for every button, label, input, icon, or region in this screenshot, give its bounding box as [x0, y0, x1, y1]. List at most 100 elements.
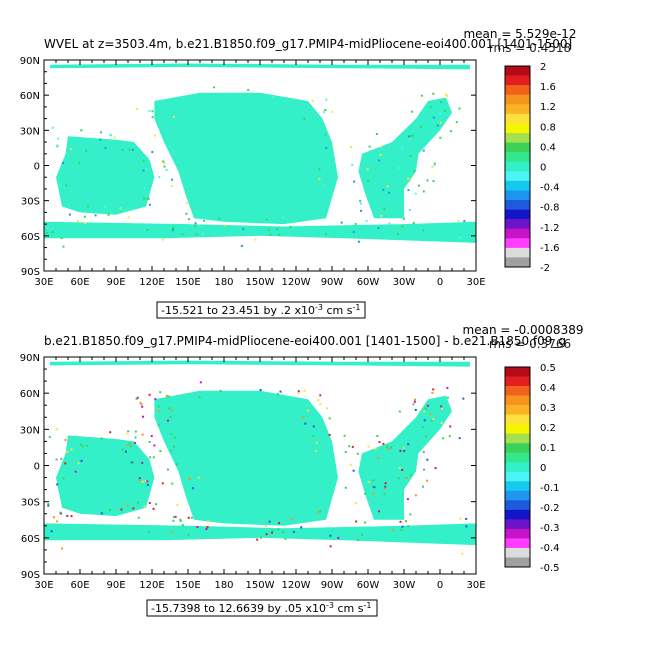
panel-2-field-cell — [328, 433, 331, 436]
panel-1-field-cell — [397, 167, 400, 169]
panel-1-field-cell — [151, 110, 154, 113]
panel-2-field-cell — [409, 474, 412, 477]
panel-1-field-cell — [368, 145, 371, 148]
panel-1-rms: rms = 0.4518 — [489, 41, 571, 55]
panel-2-field-cell — [383, 493, 386, 496]
panel-2-colorbar-label: -0.5 — [540, 563, 560, 574]
panel-2-colorbar-label: -0.4 — [540, 543, 560, 554]
panel-2-field-cell — [206, 526, 209, 528]
panel-1-ocean-basin — [56, 136, 155, 215]
panel-1-colorbar-swatch — [505, 219, 530, 230]
panel-2-colorbar-frame — [504, 366, 531, 568]
panel-1-lon-axis: 30E 60E 90E 120E 150E 180 150W 120W 90W 60W 30W 0 30… — [34, 60, 486, 288]
panel-2-field-cell — [138, 477, 141, 480]
panel-1-field-cell — [56, 144, 59, 147]
panel-2-field-cell — [159, 450, 162, 453]
panel-1-field-cell — [170, 185, 173, 187]
panel-2-field-cell — [440, 405, 443, 408]
panel-2-field-cell — [176, 503, 179, 506]
panel-2-field-cell — [152, 456, 155, 459]
panel-2-field-cell — [167, 395, 170, 398]
panel-1-field-cell — [340, 221, 343, 224]
panel-2-lat-label: 0 — [34, 462, 40, 473]
panel-1-field-cell — [198, 224, 201, 227]
panel-1-lon-label: 90W — [321, 277, 344, 288]
panel-2-field-cell — [315, 449, 318, 452]
panel-1-field-cell — [325, 233, 328, 236]
panel-2-field-cell — [146, 483, 149, 486]
panel-2-field-cell — [109, 431, 112, 434]
panel-1-colorbar-frame — [504, 65, 531, 268]
panel-2-colorbar-swatch — [505, 376, 530, 387]
panel-1-field-cell — [68, 213, 71, 216]
panel-1-field-cell — [185, 202, 188, 205]
panel-2-field-cell — [384, 482, 387, 485]
panel-2-range-text: -15.7398 to 12.6639 by .05 x10-3 cm s-1 — [151, 601, 371, 615]
panel-2-field-cell — [158, 410, 161, 413]
panel-1-field-cell — [439, 101, 442, 104]
panel-2-field-cell — [361, 533, 364, 536]
panel-1-field-cell — [388, 222, 391, 225]
panel-2-field-cell — [66, 450, 69, 453]
panel-2-field-cell — [465, 525, 468, 528]
panel-2-colorbar-swatch — [505, 452, 530, 463]
panel-1-field-cell — [80, 129, 83, 132]
panel-2-range-label: -15.7398 to 12.6639 by .05 x10-3 cm s-1 — [146, 599, 378, 617]
panel-1-field-cell — [194, 225, 197, 228]
panel-2-field-cell — [401, 525, 404, 528]
panel-2-field-cell — [441, 407, 443, 410]
panel-1-field-cell — [240, 244, 243, 247]
panel-2-field-cell — [259, 389, 262, 391]
panel-1-range-text: -15.521 to 23.451 by .2 x10-3 cm s-1 — [161, 303, 360, 317]
panel-2-field-cell — [390, 446, 393, 449]
panel-2-field-cell — [50, 530, 53, 533]
panel-1-field-cell — [143, 187, 146, 190]
panel-2-colorbar-label: 0 — [540, 463, 546, 474]
panel-2-field-cell — [422, 485, 424, 488]
panel-1-field-cell — [62, 162, 64, 164]
panel-1-field-cell — [46, 227, 49, 229]
panel-2-field-cell — [196, 526, 199, 528]
panel-1-field-cell — [365, 220, 368, 223]
panel-1-field-cell — [272, 95, 275, 98]
panel-2-field-cell — [79, 443, 82, 446]
panel-2-field-cell — [343, 434, 346, 437]
panel-2-field-cell — [268, 520, 271, 523]
panel-2-field-cell — [356, 452, 359, 455]
panel-2-field-cell — [126, 444, 129, 447]
panel-2-field-cell — [169, 449, 172, 452]
panel-1-lon-label: 0 — [437, 277, 443, 288]
panel-2-field-cell — [304, 422, 307, 425]
panel-2-lon-label: 150E — [175, 580, 200, 591]
panel-2-field-cell — [384, 485, 387, 488]
panel-2-rms: rms = 0.3766 — [489, 337, 571, 351]
panel-1-field-cell — [449, 130, 452, 133]
panel-1-colorbar-swatch — [505, 161, 530, 172]
panel-2-field-cell — [141, 433, 144, 436]
panel-1-field-cell — [360, 202, 362, 205]
panel-2-field-cell — [413, 400, 416, 403]
panel-1-field-cell — [407, 189, 410, 192]
panel-1-colorbar-swatch — [505, 257, 530, 268]
panel-1-field-cell — [410, 135, 413, 137]
panel-2-field-cell — [302, 416, 305, 419]
panel-2-field-cell — [256, 538, 259, 541]
panel-2-colorbar-label: 0.4 — [540, 383, 556, 394]
panel-2-lon-label: 60E — [70, 580, 89, 591]
panel-2-field-cell — [282, 531, 285, 533]
panel-1-colorbar-swatch — [505, 228, 530, 239]
panel-1-field-cell — [83, 215, 86, 218]
panel-2-lon-label: 30W — [393, 580, 416, 591]
panel-1-colorbar-label: 1.6 — [540, 82, 556, 93]
panel-2-lat-label: 60S — [21, 534, 40, 545]
panel-1-field-cell — [324, 133, 327, 136]
panel-1-field-cell — [360, 209, 362, 212]
panel-2-field-cell — [136, 501, 139, 504]
panel-2-field-cell — [399, 449, 402, 452]
panel-2-field-cell — [297, 392, 300, 395]
panel-2-field-cell — [141, 405, 144, 408]
panel-2-field-cell — [462, 397, 465, 400]
panel-1-field-cell — [153, 134, 156, 137]
panel-1-field-cell — [357, 240, 360, 243]
panel-1-field-cell — [463, 220, 466, 223]
